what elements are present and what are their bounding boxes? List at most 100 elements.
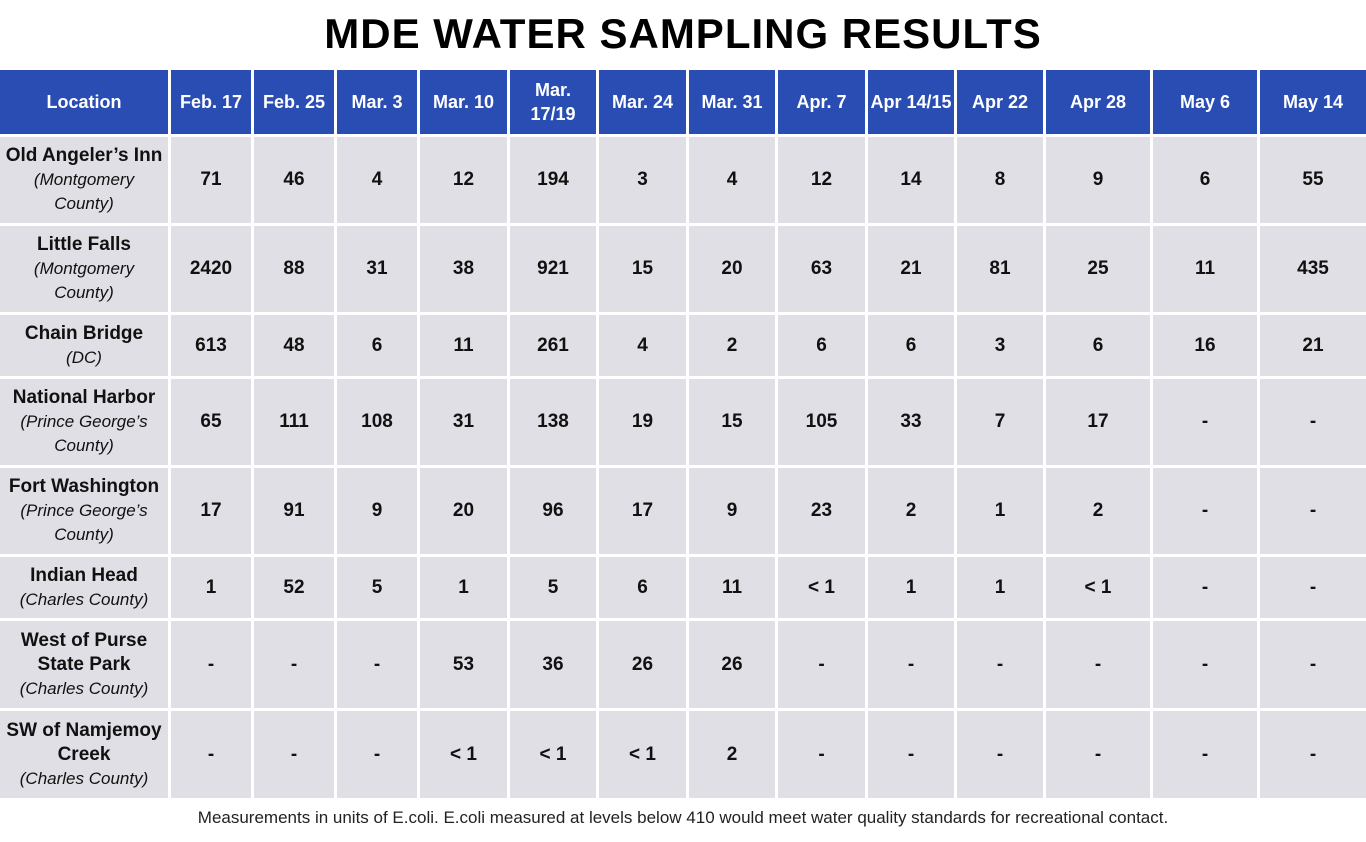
value-cell: 11 bbox=[420, 315, 510, 379]
value-cell: 1 bbox=[420, 557, 510, 621]
value-cell: 2 bbox=[689, 315, 778, 379]
value-cell: - bbox=[1153, 621, 1260, 711]
value-cell: 81 bbox=[957, 226, 1046, 315]
value-cell: 1 bbox=[957, 557, 1046, 621]
value-cell: 4 bbox=[599, 315, 689, 379]
column-header-date: Feb. 25 bbox=[254, 70, 337, 137]
value-cell: - bbox=[1153, 711, 1260, 801]
column-header-date: Apr 28 bbox=[1046, 70, 1153, 137]
value-cell: 194 bbox=[510, 137, 599, 226]
value-cell: - bbox=[1153, 379, 1260, 468]
value-cell: - bbox=[778, 621, 868, 711]
value-cell: - bbox=[868, 711, 957, 801]
location-name: Old Angeler’s Inn bbox=[5, 145, 163, 166]
value-cell: < 1 bbox=[510, 711, 599, 801]
value-cell: - bbox=[1260, 557, 1366, 621]
value-cell: - bbox=[254, 621, 337, 711]
value-cell: 20 bbox=[689, 226, 778, 315]
value-cell: 1 bbox=[171, 557, 254, 621]
value-cell: 4 bbox=[337, 137, 420, 226]
value-cell: 2 bbox=[689, 711, 778, 801]
value-cell: 261 bbox=[510, 315, 599, 379]
table-row: West of Purse State Park (Charles County)… bbox=[0, 621, 1366, 711]
value-cell: 48 bbox=[254, 315, 337, 379]
value-cell: 15 bbox=[599, 226, 689, 315]
value-cell: 17 bbox=[171, 468, 254, 557]
value-cell: 33 bbox=[868, 379, 957, 468]
header-row: Location Feb. 17 Feb. 25 Mar. 3 Mar. 10 Mar. … bbox=[0, 70, 1366, 137]
column-header-date: May 14 bbox=[1260, 70, 1366, 137]
value-cell: 17 bbox=[599, 468, 689, 557]
value-cell: - bbox=[337, 711, 420, 801]
value-cell: - bbox=[254, 711, 337, 801]
column-header-date: May 6 bbox=[1153, 70, 1260, 137]
value-cell: 9 bbox=[689, 468, 778, 557]
value-cell: 1 bbox=[868, 557, 957, 621]
value-cell: 5 bbox=[510, 557, 599, 621]
value-cell: 9 bbox=[337, 468, 420, 557]
column-header-date: Mar. 17/19 bbox=[510, 70, 599, 137]
value-cell: 4 bbox=[689, 137, 778, 226]
value-cell: 96 bbox=[510, 468, 599, 557]
location-name: Fort Washington bbox=[8, 476, 160, 497]
location-cell: SW of Namjemoy Creek (Charles County) bbox=[0, 711, 171, 801]
footnote: Measurements in units of E.coli. E.coli … bbox=[197, 808, 1169, 827]
location-county: (Prince George’s County) bbox=[20, 412, 148, 455]
location-county: (Montgomery County) bbox=[33, 259, 135, 302]
table-row: Old Angeler’s Inn (Montgomery County) 71 46… bbox=[0, 137, 1366, 226]
value-cell: 111 bbox=[254, 379, 337, 468]
table-row: SW of Namjemoy Creek (Charles County) - - - <… bbox=[0, 711, 1366, 801]
column-header-date: Mar. 24 bbox=[599, 70, 689, 137]
value-cell: 2420 bbox=[171, 226, 254, 315]
location-cell: Chain Bridge (DC) bbox=[0, 315, 171, 379]
value-cell: 53 bbox=[420, 621, 510, 711]
value-cell: 38 bbox=[420, 226, 510, 315]
location-cell: Indian Head (Charles County) bbox=[0, 557, 171, 621]
value-cell: 7 bbox=[957, 379, 1046, 468]
value-cell: 6 bbox=[1046, 315, 1153, 379]
value-cell: - bbox=[171, 711, 254, 801]
value-cell: 19 bbox=[599, 379, 689, 468]
location-cell: West of Purse State Park (Charles County) bbox=[0, 621, 171, 711]
value-cell: 21 bbox=[1260, 315, 1366, 379]
value-cell: 26 bbox=[689, 621, 778, 711]
column-header-location: Location bbox=[0, 70, 171, 137]
value-cell: 435 bbox=[1260, 226, 1366, 315]
value-cell: 6 bbox=[337, 315, 420, 379]
value-cell: 31 bbox=[420, 379, 510, 468]
value-cell: 91 bbox=[254, 468, 337, 557]
column-header-date: Apr 14/15 bbox=[868, 70, 957, 137]
value-cell: 25 bbox=[1046, 226, 1153, 315]
column-header-date: Mar. 3 bbox=[337, 70, 420, 137]
value-cell: 6 bbox=[778, 315, 868, 379]
value-cell: - bbox=[868, 621, 957, 711]
value-cell: 65 bbox=[171, 379, 254, 468]
value-cell: - bbox=[1260, 468, 1366, 557]
value-cell: 1 bbox=[957, 468, 1046, 557]
location-county: (Charles County) bbox=[19, 589, 149, 609]
value-cell: 63 bbox=[778, 226, 868, 315]
location-county: (Charles County) bbox=[19, 768, 149, 788]
location-name: National Harbor bbox=[12, 387, 156, 408]
column-header-date: Apr 22 bbox=[957, 70, 1046, 137]
location-name: Indian Head bbox=[30, 564, 138, 586]
value-cell: - bbox=[957, 711, 1046, 801]
value-cell: 52 bbox=[254, 557, 337, 621]
value-cell: 2 bbox=[1046, 468, 1153, 557]
value-cell: 15 bbox=[689, 379, 778, 468]
value-cell: 8 bbox=[957, 137, 1046, 226]
location-cell: National Harbor (Prince George’s County) bbox=[0, 379, 171, 468]
column-header-date: Feb. 17 bbox=[171, 70, 254, 137]
location-name: SW of Namjemoy Creek bbox=[6, 719, 162, 765]
location-cell: Little Falls (Montgomery County) bbox=[0, 226, 171, 315]
value-cell: - bbox=[337, 621, 420, 711]
value-cell: < 1 bbox=[778, 557, 868, 621]
location-cell: Old Angeler’s Inn (Montgomery County) bbox=[0, 137, 171, 226]
value-cell: 46 bbox=[254, 137, 337, 226]
location-county: (Charles County) bbox=[19, 678, 149, 698]
value-cell: - bbox=[1153, 468, 1260, 557]
value-cell: - bbox=[1260, 379, 1366, 468]
location-county: (Prince George’s County) bbox=[20, 501, 148, 544]
value-cell: - bbox=[171, 621, 254, 711]
